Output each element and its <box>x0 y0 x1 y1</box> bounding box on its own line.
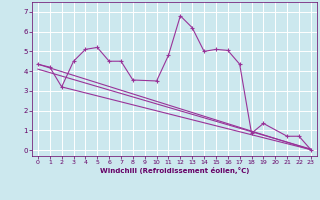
X-axis label: Windchill (Refroidissement éolien,°C): Windchill (Refroidissement éolien,°C) <box>100 167 249 174</box>
